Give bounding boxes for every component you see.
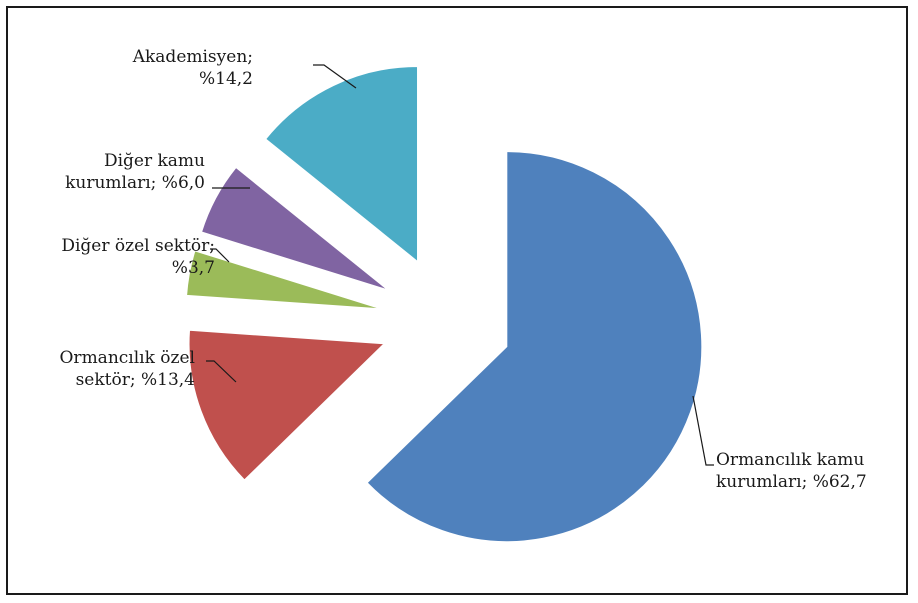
data-label-line2: sektör; %13,4	[76, 370, 195, 390]
data-label-line1: Ormancılık özel	[60, 348, 196, 368]
pie-labels: Ormancılık kamu kurumları; %62,7Ormancılı…	[60, 47, 867, 492]
pie-slice-4	[200, 166, 389, 291]
data-label-line1: Diğer özel sektör;	[61, 236, 215, 256]
data-label-3: Diğer özel sektör; %3,7	[61, 236, 215, 278]
data-label-line2: kurumları; %6,0	[65, 173, 205, 193]
data-label-2: Ormancılık özel sektör; %13,4	[60, 348, 196, 390]
leader-line-5	[313, 64, 357, 89]
pie-slice-2	[188, 329, 386, 481]
data-label-line2: %14,2	[199, 69, 253, 89]
data-label-line1: Akademisyen;	[132, 47, 253, 67]
pie-slice-3	[186, 250, 382, 310]
data-label-4: Diğer kamu kurumları; %6,0	[65, 151, 205, 193]
data-label-line2: kurumları; %62,7	[716, 472, 867, 492]
data-label-line1: Ormancılık kamu	[716, 450, 864, 470]
pie-slice-1	[366, 151, 703, 543]
data-label-line2: %3,7	[172, 258, 215, 278]
leader-line-3	[210, 248, 230, 263]
pie-slices	[186, 65, 703, 543]
data-label-1: Ormancılık kamu kurumları; %62,7	[716, 450, 867, 492]
pie-slice-5	[265, 65, 419, 263]
data-label-line1: Diğer kamu	[104, 151, 205, 171]
leader-line-2	[206, 360, 237, 383]
leader-line-1	[692, 395, 714, 466]
data-label-5: Akademisyen; %14,2	[132, 47, 253, 89]
